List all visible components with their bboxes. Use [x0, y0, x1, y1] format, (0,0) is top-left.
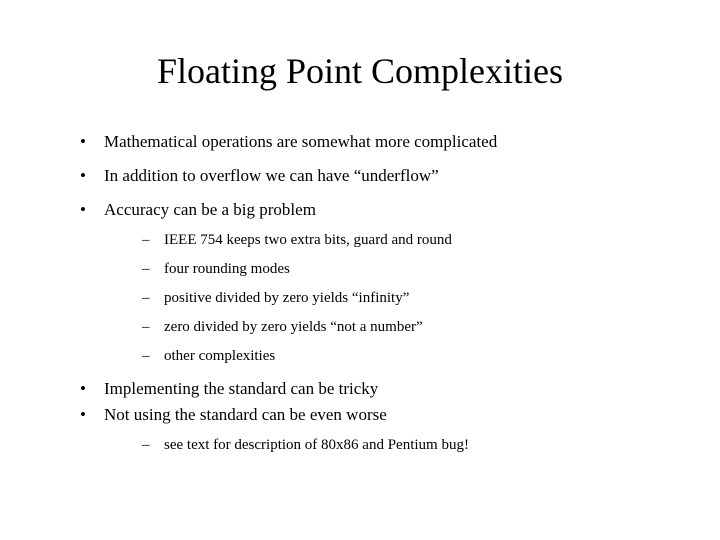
sub-bullet-item: see text for description of 80x86 and Pe…	[142, 437, 660, 454]
main-bullet-list: Mathematical operations are somewhat mor…	[60, 132, 660, 365]
bullet-text: Not using the standard can be even worse	[104, 405, 387, 424]
sub-bullet-item: other complexities	[142, 348, 660, 365]
sub-bullet-item: four rounding modes	[142, 261, 660, 278]
bullet-item: Not using the standard can be even worse…	[80, 405, 660, 454]
sub-bullet-item: positive divided by zero yields “infinit…	[142, 290, 660, 307]
bullet-item: Accuracy can be a big problem IEEE 754 k…	[80, 200, 660, 365]
bullet-item: Implementing the standard can be tricky	[80, 379, 660, 399]
bullet-item: Mathematical operations are somewhat mor…	[80, 132, 660, 152]
slide-title: Floating Point Complexities	[60, 50, 660, 92]
bullet-text: Accuracy can be a big problem	[104, 200, 316, 219]
bullet-item: In addition to overflow we can have “und…	[80, 166, 660, 186]
sub-bullet-item: zero divided by zero yields “not a numbe…	[142, 319, 660, 336]
sub-bullet-item: IEEE 754 keeps two extra bits, guard and…	[142, 232, 660, 249]
sub-bullet-list: IEEE 754 keeps two extra bits, guard and…	[104, 232, 660, 365]
sub-bullet-list: see text for description of 80x86 and Pe…	[104, 437, 660, 454]
secondary-bullet-list: Implementing the standard can be tricky …	[60, 379, 660, 454]
